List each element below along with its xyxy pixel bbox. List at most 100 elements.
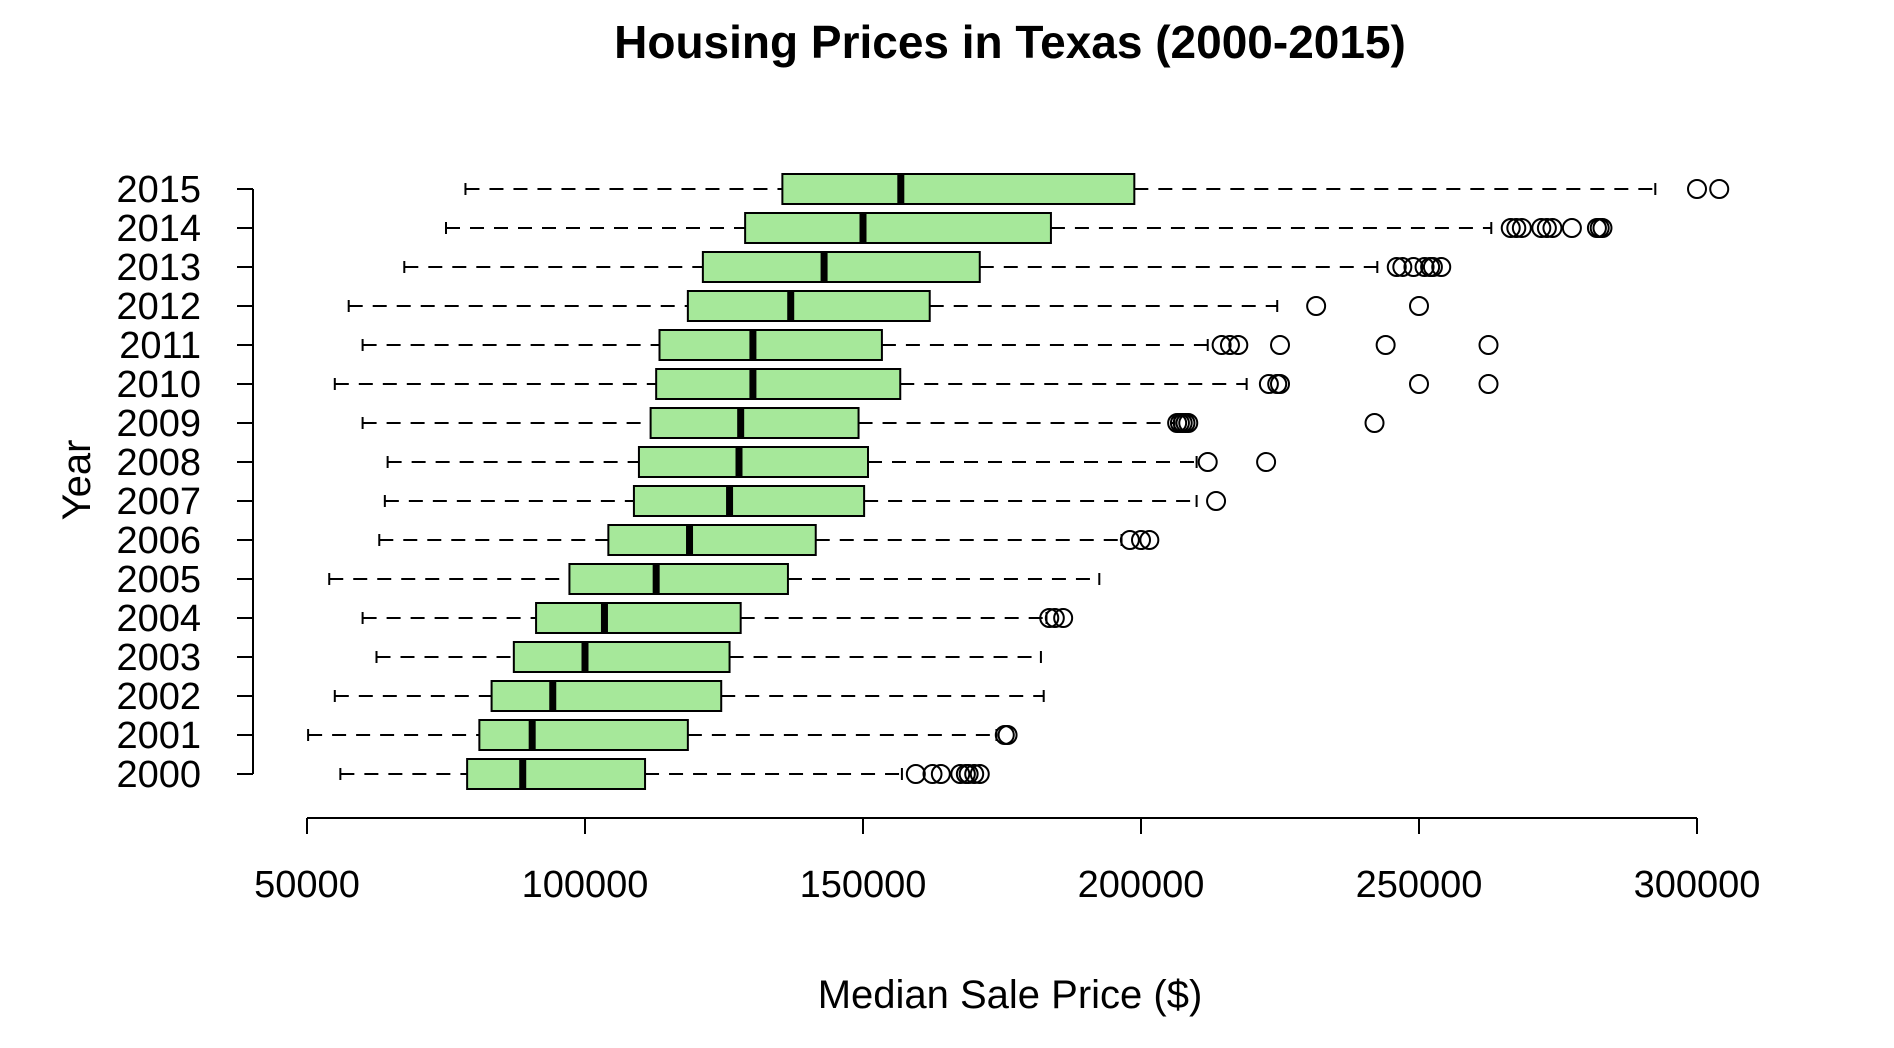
x-axis-label: Median Sale Price ($) (818, 973, 1203, 1017)
y-tick-label: 2005 (116, 559, 201, 601)
outlier-point (1392, 257, 1413, 277)
y-tick-label: 2014 (116, 208, 201, 250)
outlier-point (1511, 218, 1532, 238)
x-axis: 50000 100000 150000 200000 250000 300000 (254, 817, 1761, 906)
iqr-box (478, 719, 689, 751)
box-2009 (361, 407, 1385, 439)
y-tick-label: 2012 (116, 286, 201, 328)
outlier-point (1531, 218, 1552, 238)
iqr-box (535, 602, 742, 634)
iqr-box (490, 680, 723, 712)
outlier-point (1219, 335, 1240, 355)
box-2010 (333, 368, 1499, 400)
outlier-point (969, 764, 990, 784)
y-tick-label: 2003 (116, 637, 201, 679)
x-tick-label: 50000 (254, 864, 360, 906)
iqr-box (466, 758, 647, 790)
y-tick-label: 2004 (116, 598, 201, 640)
y-tick-label: 2011 (119, 325, 201, 367)
outlier-point (1409, 296, 1429, 316)
outlier-point (1422, 257, 1443, 277)
y-tick-label: 2013 (116, 247, 201, 289)
box-2013 (403, 251, 1452, 283)
outlier-point (958, 764, 979, 784)
iqr-box (781, 173, 1136, 205)
outlier-point (1053, 608, 1074, 628)
y-tick-label: 2002 (116, 676, 201, 718)
iqr-box (637, 446, 870, 478)
outlier-point (964, 764, 985, 784)
outlier-point (1206, 491, 1227, 511)
y-axis-label: Year (55, 440, 99, 521)
outlier-point (1364, 413, 1385, 433)
iqr-box (686, 290, 931, 322)
chart-title: Housing Prices in Texas (2000-2015) (614, 16, 1406, 68)
y-tick-label: 2001 (116, 715, 201, 757)
outlier-point (1039, 608, 1060, 628)
outlier-point (1197, 452, 1218, 472)
outlier-point (1478, 374, 1499, 394)
outlier-point (1228, 335, 1249, 355)
outlier-point (1506, 218, 1527, 238)
outlier-point (1542, 218, 1563, 238)
outlier-point (1131, 530, 1151, 550)
outlier-point (1211, 335, 1232, 355)
y-axis: 2000200120022003200420052006200720082009… (116, 169, 254, 796)
x-tick-label: 250000 (1356, 864, 1483, 906)
box-2000 (339, 758, 990, 790)
outlier-point (1139, 530, 1160, 550)
x-tick-label: 200000 (1078, 864, 1205, 906)
box-2008 (386, 446, 1277, 478)
outlier-point (1270, 335, 1290, 355)
outlier-point (950, 764, 971, 784)
outlier-point (905, 764, 926, 784)
outlier-point (1256, 452, 1277, 472)
iqr-box (512, 641, 731, 673)
outlier-point (997, 725, 1018, 745)
iqr-box (701, 251, 981, 283)
y-tick-label: 2009 (116, 403, 201, 445)
box-2003 (375, 641, 1042, 673)
iqr-box (607, 524, 817, 556)
box-2012 (347, 290, 1429, 322)
outlier-point (1375, 335, 1396, 355)
box-2002 (333, 680, 1045, 712)
iqr-box (649, 407, 860, 439)
box-2014 (445, 212, 1613, 244)
outlier-point (1687, 179, 1707, 199)
outlier-point (1709, 179, 1730, 199)
iqr-box (655, 368, 902, 400)
y-tick-label: 2000 (116, 754, 201, 796)
outlier-point (1414, 257, 1435, 277)
y-tick-label: 2006 (116, 520, 201, 562)
box-2001 (307, 719, 1018, 751)
outlier-point (1178, 413, 1199, 433)
outlier-point (1306, 296, 1327, 316)
plot-area (307, 173, 1730, 790)
box-2011 (361, 329, 1499, 361)
outlier-point (1044, 608, 1065, 628)
iqr-box (744, 212, 1052, 244)
outlier-point (1561, 218, 1582, 238)
outlier-point (922, 764, 943, 784)
box-2006 (378, 524, 1160, 556)
outlier-point (1270, 374, 1290, 394)
x-tick-label: 300000 (1634, 864, 1761, 906)
outlier-point (1592, 218, 1613, 238)
outlier-point (1403, 257, 1424, 277)
outlier-point (1500, 218, 1521, 238)
y-tick-label: 2010 (116, 364, 201, 406)
box-2015 (464, 173, 1730, 205)
box-2004 (361, 602, 1074, 634)
x-tick-label: 100000 (522, 864, 649, 906)
box-2007 (383, 485, 1227, 517)
outlier-point (1386, 257, 1407, 277)
y-tick-label: 2007 (116, 481, 201, 523)
outlier-point (1431, 257, 1452, 277)
outlier-point (930, 764, 951, 784)
iqr-box (568, 563, 789, 595)
box-2005 (328, 563, 1101, 595)
y-tick-label: 2008 (116, 442, 201, 484)
outlier-point (1409, 374, 1429, 394)
